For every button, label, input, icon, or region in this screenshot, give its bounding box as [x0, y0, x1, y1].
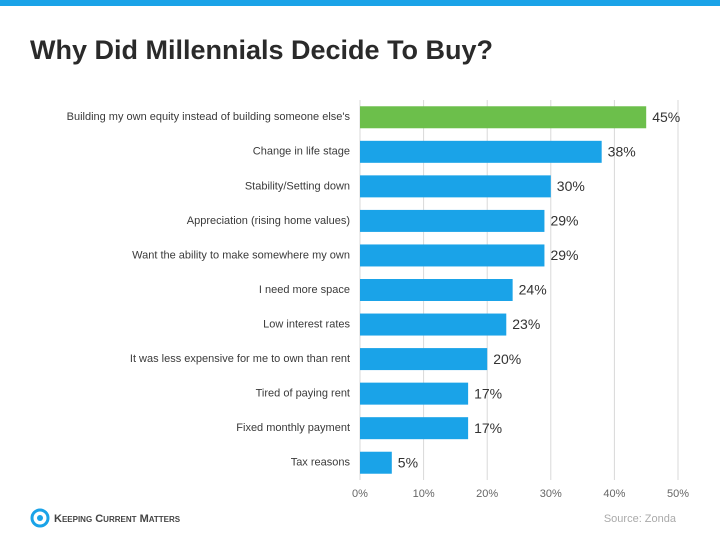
x-tick-label: 20%	[476, 488, 498, 500]
bar	[360, 106, 647, 129]
bar	[360, 175, 551, 198]
logo-text: Keeping Current Matters	[54, 513, 181, 525]
y-tick-label: Fixed monthly payment	[236, 422, 350, 434]
y-tick-label: Stability/Setting down	[245, 180, 350, 192]
y-tick-label: Tax reasons	[291, 457, 351, 469]
x-tick-label: 10%	[413, 488, 435, 500]
bar	[360, 451, 392, 474]
y-tick-label: Tired of paying rent	[256, 388, 350, 400]
value-label: 5%	[398, 454, 418, 470]
y-tick-label: Change in life stage	[253, 146, 350, 158]
value-label: 38%	[608, 144, 636, 160]
x-tick-label: 30%	[540, 488, 562, 500]
bar	[360, 244, 545, 267]
y-tick-label: Building my own equity instead of buildi…	[67, 111, 351, 123]
value-label: 29%	[550, 213, 578, 229]
value-label: 30%	[557, 178, 585, 194]
value-label: 17%	[474, 385, 502, 401]
top-stripe	[0, 0, 720, 6]
value-label: 20%	[493, 351, 521, 367]
value-label: 23%	[512, 316, 540, 332]
y-tick-label: Want the ability to make somewhere my ow…	[132, 249, 350, 261]
x-tick-label: 0%	[352, 488, 368, 500]
value-label: 29%	[550, 247, 578, 263]
x-tick-label: 40%	[603, 488, 625, 500]
chart-title: Why Did Millennials Decide To Buy?	[30, 35, 493, 65]
value-label: 17%	[474, 420, 502, 436]
bar	[360, 209, 545, 232]
source: Source: Zonda	[604, 513, 677, 525]
y-tick-label: Low interest rates	[263, 318, 350, 330]
bar	[360, 348, 488, 371]
y-tick-label: I need more space	[259, 284, 350, 296]
value-label: 24%	[519, 282, 547, 298]
logo-icon	[30, 508, 50, 528]
bar	[360, 279, 513, 301]
bar	[360, 140, 602, 163]
y-tick-label: It was less expensive for me to own than…	[130, 353, 350, 365]
bar	[360, 417, 469, 440]
bar	[360, 313, 507, 336]
y-tick-label: Appreciation (rising home values)	[187, 215, 350, 227]
bar	[360, 382, 469, 405]
value-label: 45%	[652, 109, 680, 125]
x-tick-label: 50%	[667, 488, 689, 500]
